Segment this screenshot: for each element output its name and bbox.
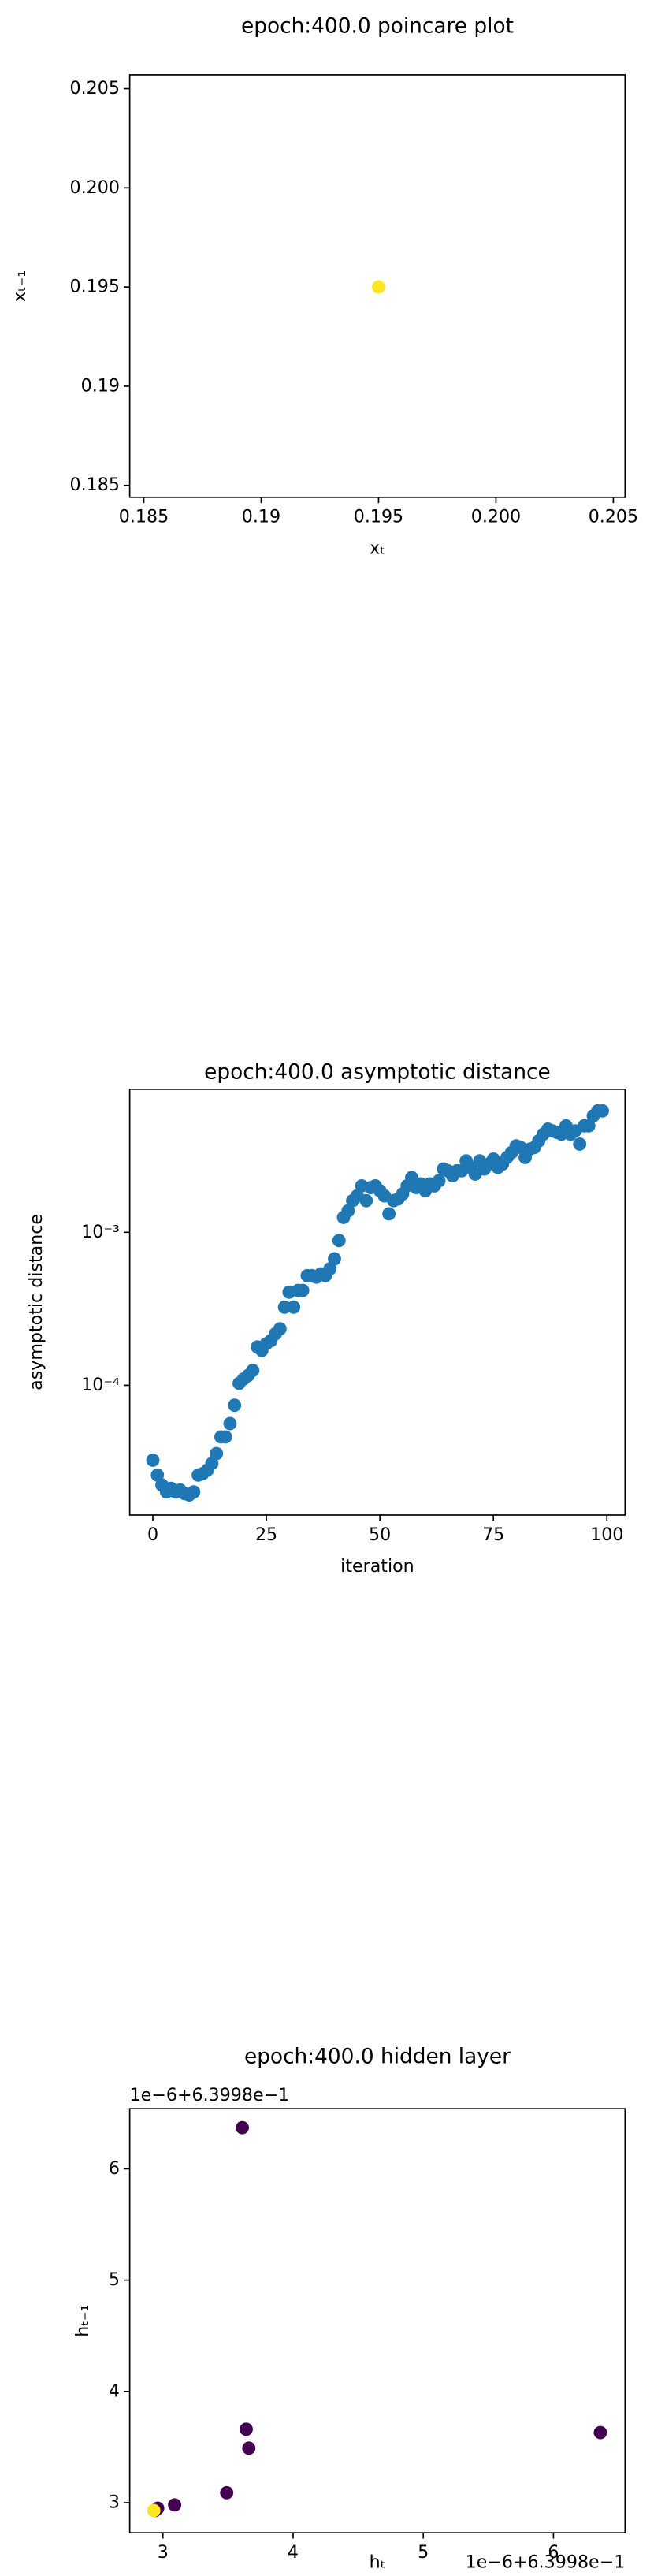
point [246, 1364, 260, 1378]
plot-frame [128, 1089, 626, 1516]
chart-title: epoch:400.0 poincare plot [241, 14, 514, 38]
chart-title: epoch:400.0 asymptotic distance [204, 1060, 551, 1084]
point [332, 1234, 346, 1248]
y-tick-label: 4 [109, 2381, 120, 2401]
y-axis-label: hₜ₋₁ [72, 2305, 93, 2337]
y-tick-label: 0.185 [70, 475, 120, 495]
x-tick-label: 0 [147, 1524, 158, 1545]
y-tick-label: 10⁻³ [81, 1222, 120, 1242]
point [581, 1119, 596, 1133]
x-tick-label: 3 [158, 2542, 169, 2563]
x-tick-label: 50 [369, 1524, 391, 1545]
plot-frame [128, 74, 626, 498]
y-tick-label: 0.205 [70, 78, 120, 99]
y-tick-label: 6 [109, 2158, 120, 2179]
point [168, 2498, 182, 2512]
point [150, 1468, 165, 1482]
y-tick-label: 5 [109, 2269, 120, 2290]
y-tick-label: 0.200 [70, 177, 120, 198]
point [273, 1322, 287, 1336]
point [573, 1137, 587, 1151]
point [205, 1457, 219, 1471]
point [295, 1283, 310, 1297]
point [218, 1430, 232, 1444]
point [223, 1416, 237, 1431]
y-axis-label: asymptotic distance [26, 1214, 46, 1390]
point [287, 1300, 301, 1314]
x-tick-label: 0.205 [589, 507, 638, 527]
y-axis-label: xₜ₋₁ [9, 270, 30, 302]
point [596, 1104, 609, 1118]
y-offset-label: 1e−6+6.3998e−1 [130, 2085, 290, 2105]
x-tick-label: 5 [418, 2542, 429, 2563]
point [372, 280, 385, 294]
x-tick-label: 0.19 [242, 507, 280, 527]
x-offset-label: 1e−6+6.3998e−1 [466, 2552, 626, 2573]
point [359, 1193, 373, 1208]
point [432, 1174, 446, 1188]
x-tick-label: 4 [288, 2542, 299, 2563]
point [187, 1485, 201, 1499]
y-tick-label: 3 [109, 2492, 120, 2513]
x-tick-label: 0.195 [354, 507, 403, 527]
point [240, 2422, 253, 2436]
point [236, 2120, 249, 2135]
y-tick-label: 0.19 [81, 375, 120, 396]
y-tick-label: 10⁻⁴ [81, 1375, 120, 1395]
point [323, 1262, 337, 1276]
plot-frame [128, 2108, 626, 2533]
point [382, 1207, 396, 1221]
x-tick-label: 75 [482, 1524, 504, 1545]
x-axis-label: hₜ [370, 2552, 386, 2573]
x-axis-label: iteration [340, 1556, 414, 1576]
point [341, 1204, 355, 1218]
point [228, 1398, 242, 1413]
x-axis-label: xₜ [370, 538, 385, 559]
point [146, 1453, 160, 1467]
point [593, 2425, 607, 2440]
x-tick-label: 0.200 [471, 507, 521, 527]
point [328, 1252, 341, 1266]
chart-title: epoch:400.0 hidden layer [244, 2045, 511, 2068]
point [242, 2441, 256, 2455]
point [210, 1446, 224, 1461]
y-tick-label: 0.195 [70, 277, 120, 297]
point [220, 2485, 234, 2500]
x-tick-label: 25 [255, 1524, 277, 1545]
x-tick-label: 0.185 [119, 507, 169, 527]
x-tick-label: 100 [590, 1524, 623, 1545]
point [147, 2503, 161, 2518]
x-tick-label: 6 [548, 2542, 559, 2563]
